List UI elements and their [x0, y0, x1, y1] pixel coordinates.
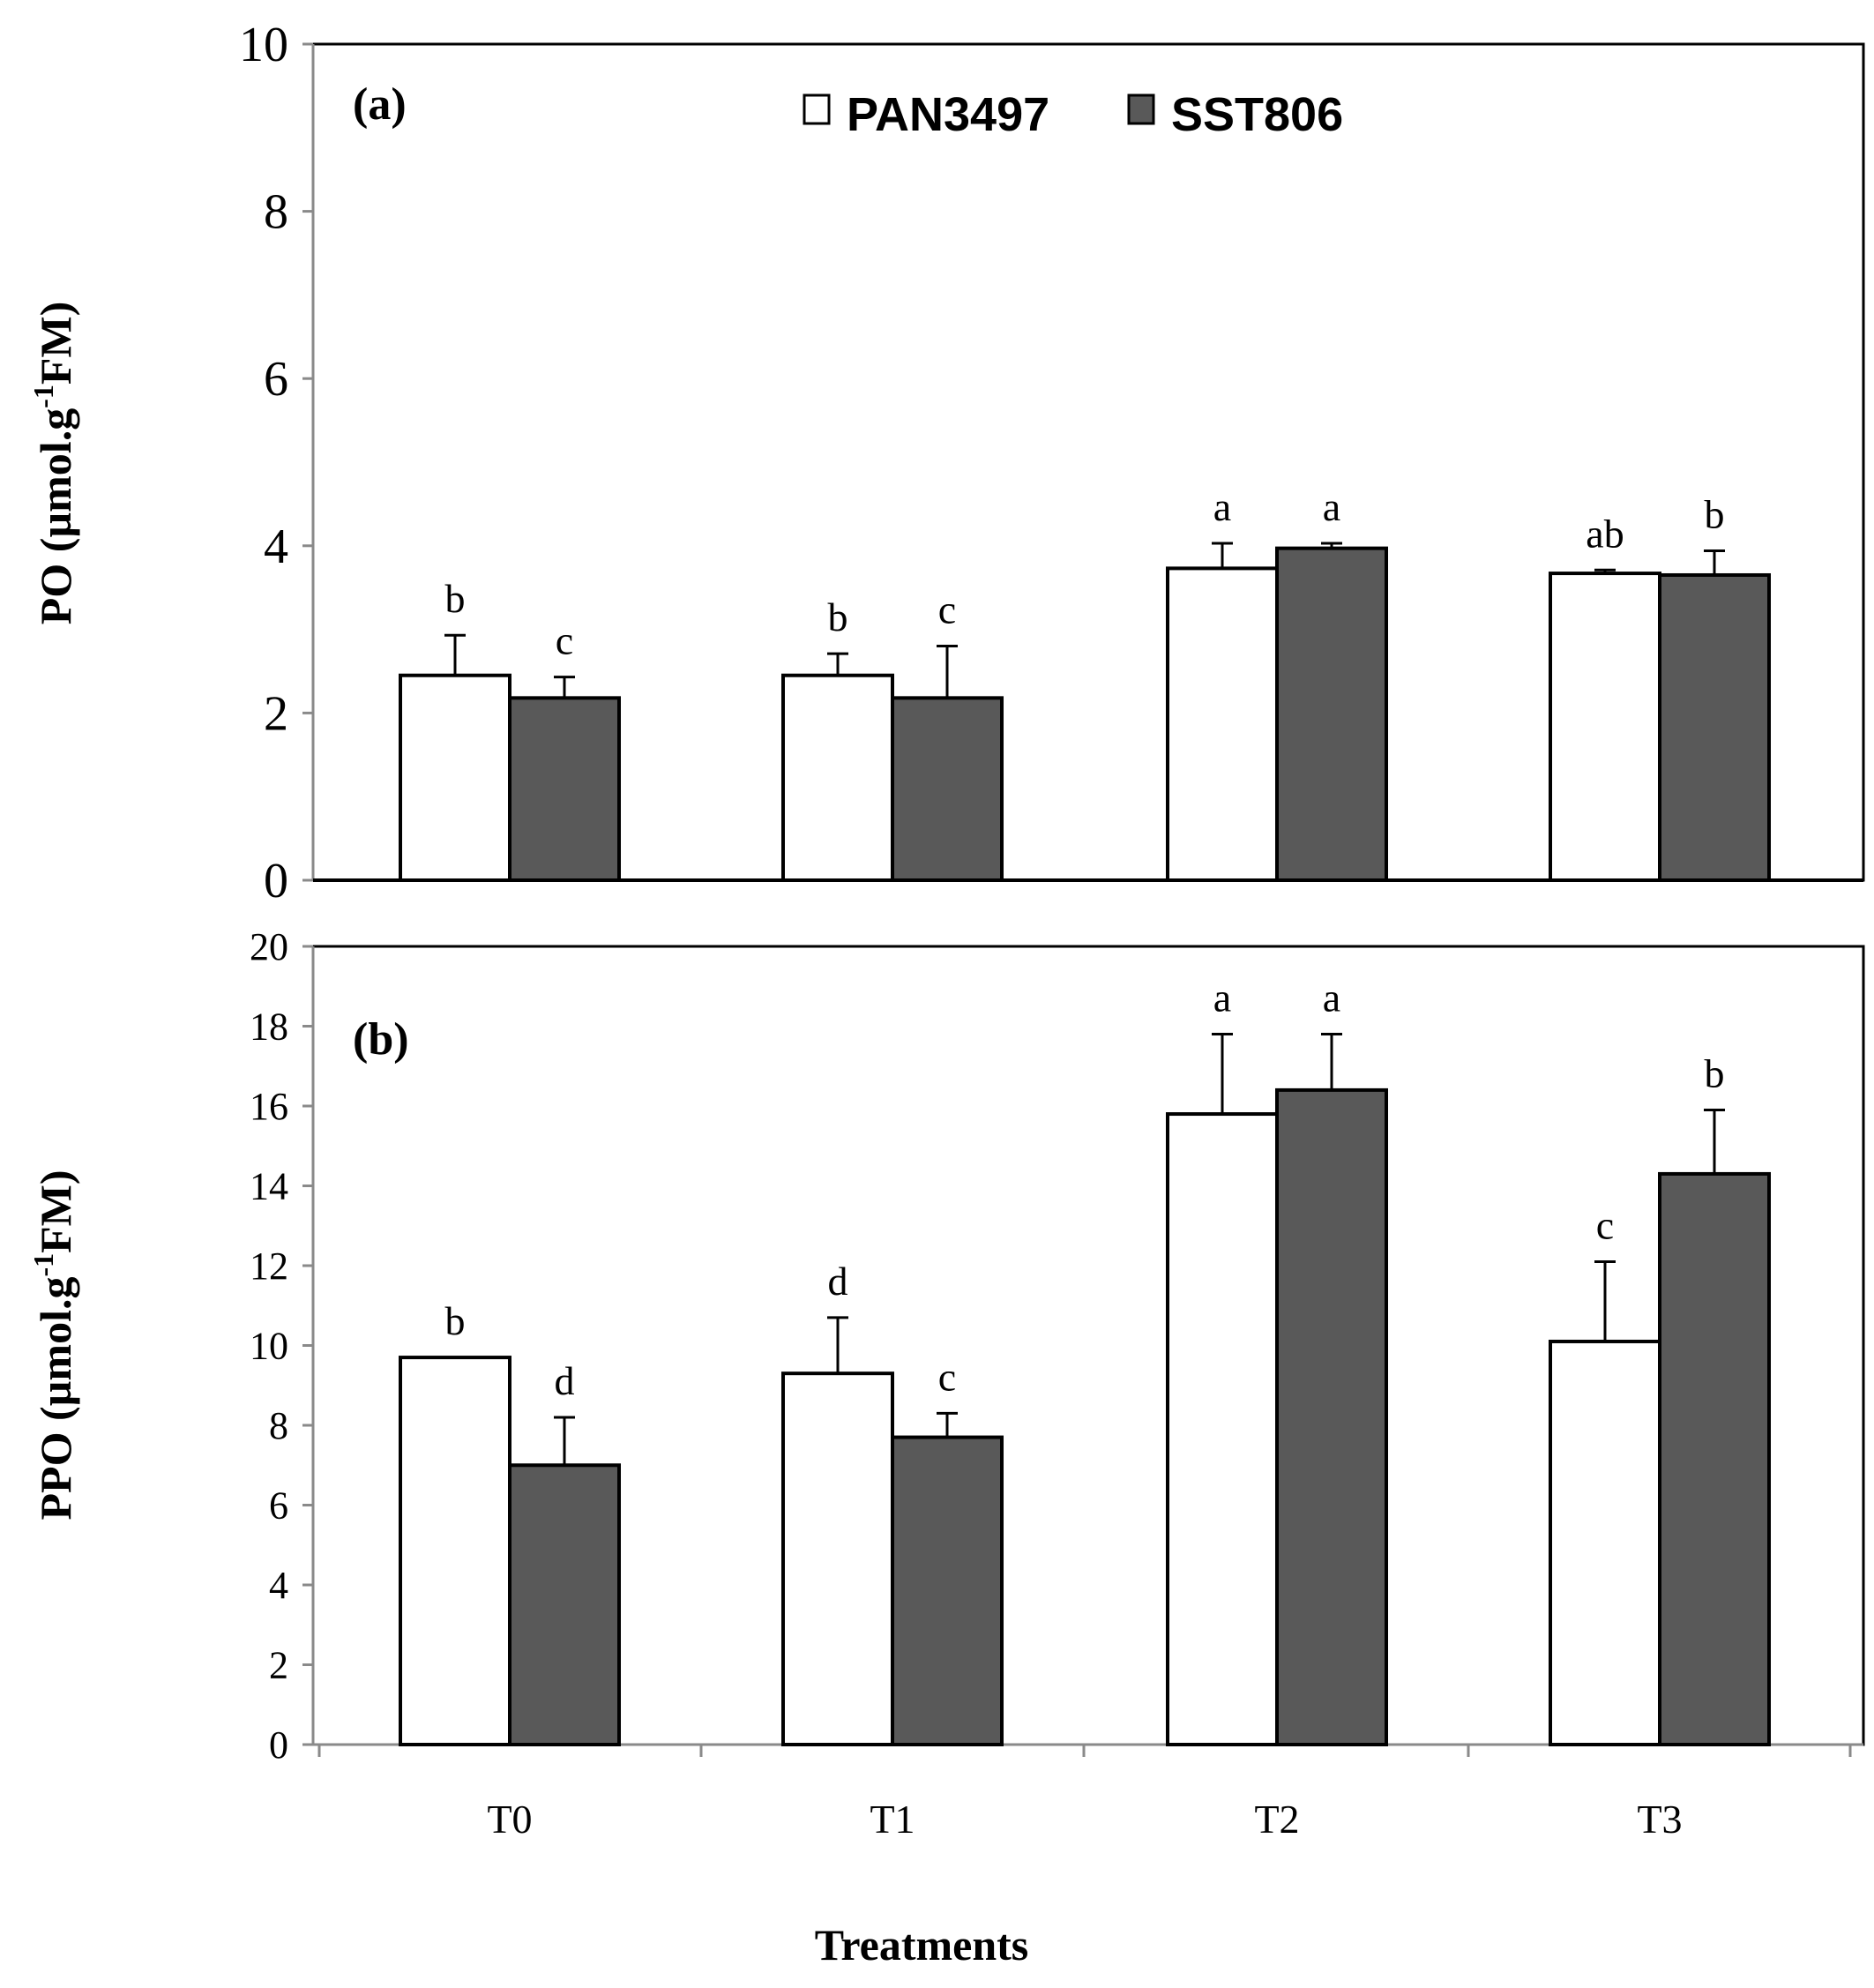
panel-a-significance-letter: a [1213, 484, 1231, 529]
panel-b-y-tick-label: 6 [269, 1484, 288, 1528]
panel-a-y-tick-label: 4 [264, 519, 288, 574]
panel-b-y-tick-label: 0 [269, 1723, 288, 1767]
legend-label-pan3497: PAN3497 [847, 88, 1049, 141]
panel-b-y-tick-label: 18 [250, 1005, 288, 1049]
panel-a-y-tick-label: 10 [239, 18, 288, 72]
panel-b-y-tick-label: 20 [250, 925, 288, 968]
panel-a-significance-letter: a [1323, 484, 1340, 529]
panel-a-significance-letter: c [938, 587, 956, 632]
panel-a-significance-letter: b [828, 594, 848, 639]
panel-b-bar-pan3497-t0 [399, 1356, 511, 1746]
panel-a-y-axis-title: PO (µmol.g-1FM) [27, 302, 80, 624]
panel-a-bar-sst806-t2 [1275, 546, 1388, 882]
panel-a-bar-pan3497-t0 [399, 673, 511, 882]
panel-b-significance-letter: d [828, 1259, 848, 1304]
panel-a-y-title-main: PO (µmol.g [31, 408, 80, 624]
panel-a-bar-pan3497-t3 [1549, 572, 1661, 882]
panel-a-bar-sst806-t3 [1658, 572, 1771, 882]
panel-b-y-axis-title: PPO (µmol.g-1FM) [27, 1170, 80, 1520]
panel-b-y-title-unit: FM) [31, 1170, 80, 1252]
panel-b-bars: b d d c a a c b [399, 975, 1771, 1747]
panel-a-significance-letter: ab [1586, 511, 1624, 556]
panel-a-y-tick-label: 2 [264, 686, 288, 741]
panel-a-significance-letter: c [556, 618, 573, 663]
panel-b-y-ticks: 0 2 4 6 8 10 12 14 16 18 20 [250, 925, 313, 1767]
panel-b-significance-letter: c [1596, 1202, 1614, 1247]
panel-b-significance-letter: c [938, 1354, 956, 1399]
panel-b-y-title-sup: -1 [27, 1253, 59, 1277]
panel-a-bars: b c b c a a ab b [399, 484, 1771, 882]
panel-a-significance-letter: b [1705, 491, 1725, 536]
panel-b-y-tick-label: 2 [269, 1644, 288, 1687]
legend: PAN3497 SST806 [803, 88, 1343, 141]
panel-b-y-tick-label: 10 [250, 1325, 288, 1368]
panel-b-significance-letter: a [1323, 975, 1340, 1020]
panel-a-bar-sst806-t0 [508, 696, 621, 882]
panel-b-bar-sst806-t1 [891, 1435, 1004, 1746]
legend-label-sst806: SST806 [1171, 88, 1343, 141]
panel-b-bar-sst806-t0 [508, 1463, 621, 1746]
panel-a-label: (a) [353, 79, 407, 130]
panel-b-y-tick-label: 12 [250, 1244, 288, 1288]
panel-b-bar-pan3497-t1 [781, 1371, 894, 1747]
x-tick-label-t3: T3 [1637, 1797, 1682, 1842]
legend-swatch-sst806 [1127, 93, 1155, 125]
x-tick-label-t0: T0 [487, 1797, 532, 1842]
x-tick-label-t2: T2 [1254, 1797, 1299, 1842]
panel-b-y-tick-label: 14 [250, 1165, 288, 1208]
panel-b-y-tick-label: 4 [269, 1564, 288, 1607]
panel-b-x-ticks: T0 T1 T2 T3 [317, 1745, 1852, 1842]
panel-b-y-title-main: PPO (µmol.g [31, 1277, 80, 1521]
panel-a-y-tick-label: 6 [264, 352, 288, 407]
panel-b-significance-letter: d [555, 1358, 575, 1403]
panel-a-po-chart: 0 2 4 6 8 10 b c b c a a ab b (a) PAN3497 SST806 PO … [27, 18, 1865, 908]
panel-a-y-title-unit: FM) [31, 302, 80, 385]
panel-a-y-tick-label: 8 [264, 185, 288, 240]
panel-b-significance-letter: b [1705, 1051, 1725, 1096]
panel-b-significance-letter: a [1213, 975, 1231, 1020]
panel-a-y-ticks: 0 2 4 6 8 10 [239, 18, 313, 908]
panel-b-significance-letter: b [445, 1298, 466, 1343]
x-tick-label-t1: T1 [870, 1797, 915, 1842]
panel-b-y-tick-label: 16 [250, 1085, 288, 1128]
panel-a-bar-sst806-t1 [891, 696, 1004, 882]
panel-b-y-tick-label: 8 [269, 1404, 288, 1447]
panel-b-bar-sst806-t3 [1658, 1171, 1771, 1747]
panel-a-y-tick-label: 0 [264, 854, 288, 908]
panel-b-label: (b) [353, 1014, 409, 1065]
panel-a-y-title-sup: -1 [27, 385, 59, 408]
panel-a-bar-pan3497-t1 [781, 673, 894, 882]
x-axis-title: Treatments [815, 1920, 1029, 1969]
panel-b-bar-pan3497-t2 [1166, 1112, 1279, 1747]
panel-a-bar-pan3497-t2 [1166, 566, 1279, 882]
legend-swatch-pan3497 [803, 93, 831, 125]
panel-a-significance-letter: b [445, 576, 466, 621]
panel-b-bar-sst806-t2 [1275, 1087, 1388, 1746]
panel-b-bar-pan3497-t3 [1549, 1339, 1661, 1746]
